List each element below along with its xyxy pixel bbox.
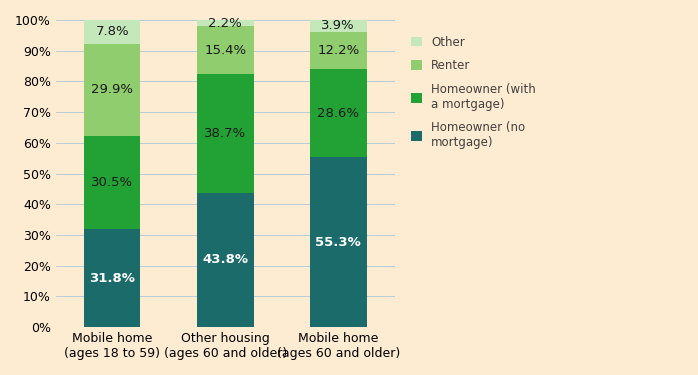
Text: 2.2%: 2.2% <box>209 16 242 30</box>
Text: 12.2%: 12.2% <box>317 44 359 57</box>
Bar <box>197 20 253 27</box>
Bar <box>197 27 253 74</box>
Text: 55.3%: 55.3% <box>315 236 361 249</box>
Bar <box>197 193 253 327</box>
Bar <box>84 230 140 327</box>
Bar <box>84 20 140 44</box>
Bar <box>84 136 140 230</box>
Text: 15.4%: 15.4% <box>205 44 246 57</box>
Bar <box>84 44 140 136</box>
Text: 38.7%: 38.7% <box>205 127 246 140</box>
Text: 7.8%: 7.8% <box>96 26 129 39</box>
Text: 43.8%: 43.8% <box>202 254 248 266</box>
Text: 31.8%: 31.8% <box>89 272 135 285</box>
Text: 29.9%: 29.9% <box>91 83 133 96</box>
Bar <box>197 74 253 193</box>
Bar <box>310 69 366 157</box>
Text: 30.5%: 30.5% <box>91 176 133 189</box>
Text: 28.6%: 28.6% <box>318 107 359 120</box>
Bar <box>310 20 366 32</box>
Text: 3.9%: 3.9% <box>322 20 355 33</box>
Legend: Other, Renter, Homeowner (with
a mortgage), Homeowner (no
mortgage): Other, Renter, Homeowner (with a mortgag… <box>408 32 540 153</box>
Bar <box>310 157 366 327</box>
Bar <box>310 32 366 69</box>
